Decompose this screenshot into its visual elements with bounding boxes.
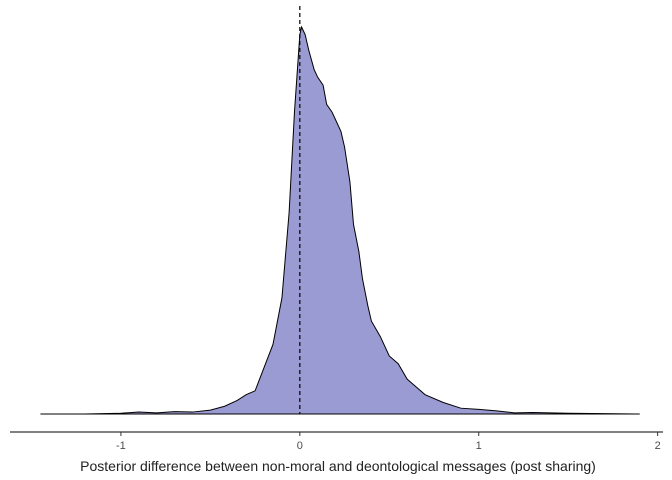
x-axis: -1 0 1 2 bbox=[10, 431, 663, 452]
x-tick-label: -1 bbox=[116, 440, 126, 452]
x-axis-title: Posterior difference between non-moral a… bbox=[80, 458, 596, 474]
x-tick-label: 0 bbox=[297, 440, 303, 452]
chart-marks bbox=[40, 6, 640, 415]
x-tick-label: 2 bbox=[655, 440, 661, 452]
x-tick-label: 1 bbox=[476, 440, 482, 452]
density-area bbox=[40, 25, 640, 415]
